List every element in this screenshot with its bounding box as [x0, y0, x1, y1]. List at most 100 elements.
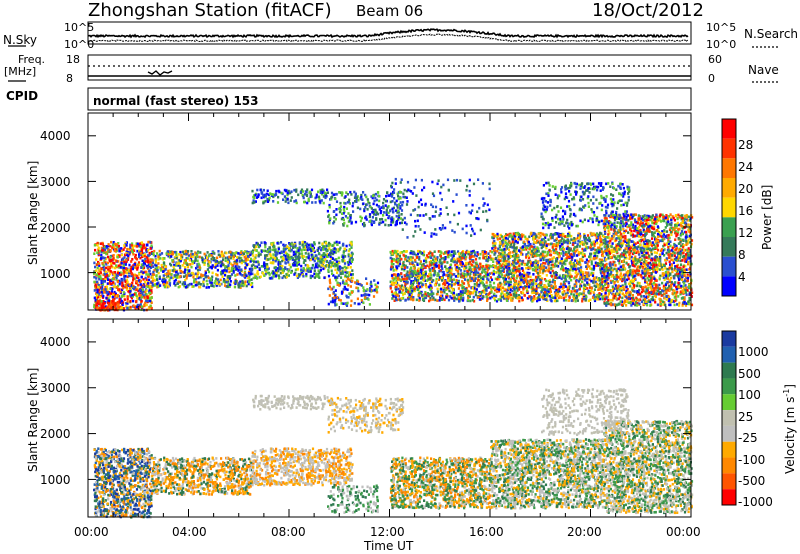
power-colorbar-swatch-4 [722, 197, 736, 218]
power-blob-7 [327, 277, 380, 307]
power-colorbar-frame [721, 118, 737, 297]
power-cb-8: 8 [738, 248, 746, 262]
vel-colorbar-swatch-5 [722, 410, 736, 426]
power-blob-5 [251, 188, 329, 205]
nsky-label: N.Sky [3, 33, 38, 47]
xtick-0800: 08:00 [271, 525, 306, 539]
freq-unit-label: [MHz] [4, 65, 37, 78]
power-colorbar-swatch-7 [722, 256, 736, 277]
xtick-0400: 04:00 [172, 525, 207, 539]
vel-blob-2 [151, 456, 254, 496]
vel-blob-5 [326, 396, 405, 434]
xtick-0000: 00:00 [74, 525, 109, 539]
vel-ytick-4000: 4000 [40, 335, 71, 349]
vel-blob-1 [93, 447, 153, 519]
vel-blob-6 [327, 484, 379, 514]
vel-colorbar-swatch-6 [722, 425, 736, 442]
power-blob-11 [540, 181, 631, 230]
power-ytick-1000: 1000 [40, 267, 71, 281]
power-cb-4: 4 [738, 270, 746, 284]
power-cb-12: 12 [738, 226, 754, 240]
xlabel-time: Time UT [364, 539, 414, 553]
power-cb-24: 24 [738, 160, 754, 174]
power-blob-12 [389, 177, 491, 239]
cpid-text: normal (fast stereo) 153 [93, 94, 259, 108]
power-blob-4 [251, 240, 354, 280]
vel-cb-1000: 1000 [738, 345, 769, 359]
power-blob-3 [151, 249, 254, 289]
nsky-tick-bottom: 10^0 [64, 38, 95, 51]
power-colorbar-swatch-3 [722, 178, 736, 198]
vel-blob-3 [251, 447, 354, 487]
vel-blob-10 [541, 388, 631, 436]
nsearch-tick-bottom: 10^0 [706, 38, 737, 51]
vel-cb-label: Velocity [m s-1] [782, 384, 797, 474]
nsearch-series [87, 33, 689, 43]
vel-blob-8 [490, 438, 606, 510]
vel-colorbar-swatch-8 [722, 457, 736, 474]
power-cb-28: 28 [738, 138, 754, 152]
vel-colorbar-swatch-2 [722, 362, 736, 379]
power-cb-label: Power [dB] [760, 184, 774, 250]
cpid-label: CPID [6, 89, 39, 103]
noise-panel-frame [87, 21, 692, 45]
vel-ytick-1000: 1000 [40, 473, 71, 487]
vel-blob-7 [389, 456, 493, 510]
freq-panel-frame [87, 54, 692, 81]
xtick-2400: 00:00 [666, 525, 701, 539]
power-colorbar-swatch-8 [722, 276, 736, 296]
nsearch-label: N.Search [744, 27, 799, 41]
nave-label: Nave [748, 63, 779, 77]
power-colorbar-swatch-0 [722, 119, 736, 139]
power-ytick-3000: 3000 [40, 175, 71, 189]
power-cb-20: 20 [738, 182, 754, 196]
vel-colorbar-swatch-4 [722, 394, 736, 411]
power-blob-8 [389, 249, 492, 303]
vel-ylabel: Slant Range [km] [26, 367, 40, 472]
nave-tick-bottom: 0 [708, 72, 715, 85]
power-cb-16: 16 [738, 204, 754, 218]
vel-blob-4 [252, 394, 329, 411]
station-title: Zhongshan Station (fitACF) [88, 0, 332, 21]
xtick-1200: 12:00 [370, 525, 405, 539]
nsky-series [88, 28, 689, 39]
vel-cb-25: 25 [738, 410, 754, 424]
vel-colorbar-swatch-0 [722, 331, 736, 347]
vel-cb-100: 100 [738, 388, 761, 402]
beam-label: Beam 06 [356, 2, 424, 20]
vel-ytick-2000: 2000 [40, 427, 71, 441]
xtick-2000: 20:00 [567, 525, 602, 539]
nsky-tick-top: 10^5 [64, 21, 95, 34]
vel-blob-9 [603, 419, 694, 515]
vel-colorbar-frame [721, 330, 737, 506]
cpid-panel-frame [87, 87, 692, 111]
nave-excursion [147, 70, 173, 76]
power-colorbar-swatch-6 [722, 237, 736, 257]
nave-tick-top: 60 [708, 53, 722, 66]
freq-tick-top: 18 [66, 53, 80, 66]
vel-colorbar-swatch-7 [722, 441, 736, 458]
power-colorbar-swatch-2 [722, 158, 736, 178]
power-blob-2 [95, 300, 121, 312]
vel-colorbar-swatch-10 [722, 489, 736, 505]
date-label: 18/Oct/2012 [592, 0, 704, 21]
power-blob-9 [490, 231, 606, 303]
vel-colorbar-swatch-3 [722, 378, 736, 395]
power-colorbar-swatch-1 [722, 138, 736, 159]
power-ytick-2000: 2000 [40, 221, 71, 235]
vel-colorbar-swatch-9 [722, 473, 736, 490]
freq-tick-bottom: 8 [66, 72, 73, 85]
vel-cb-m500: -500 [738, 474, 766, 488]
nsearch-tick-top: 10^5 [706, 21, 737, 34]
vel-cb-m1000: -1000 [738, 495, 773, 509]
vel-cb-m25: -25 [738, 431, 758, 445]
power-ylabel: Slant Range [km] [26, 160, 40, 265]
vel-colorbar-swatch-1 [722, 346, 736, 363]
vel-cb-m100: -100 [738, 453, 766, 467]
vel-cb-500: 500 [738, 367, 761, 381]
freq-label: Freq. [18, 53, 46, 66]
vel-cb-label-sup: -1 [782, 388, 791, 397]
power-blob-1 [93, 240, 153, 312]
vel-ytick-3000: 3000 [40, 381, 71, 395]
